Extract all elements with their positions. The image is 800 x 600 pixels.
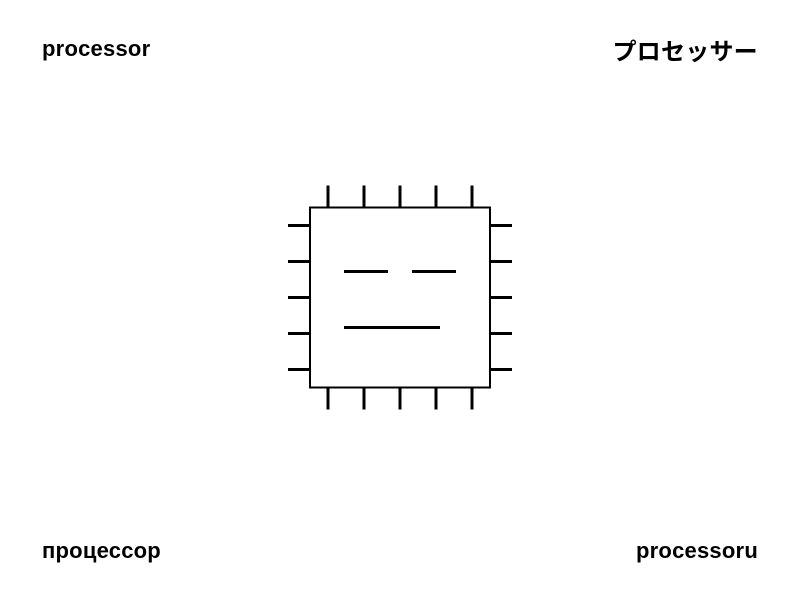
label-top-left: processor [42, 36, 150, 62]
processor-chip-icon [270, 168, 530, 433]
label-bottom-left: процессор [42, 538, 161, 564]
label-top-right: プロセッサー [613, 32, 758, 67]
label-bottom-right: processoru [636, 538, 758, 564]
